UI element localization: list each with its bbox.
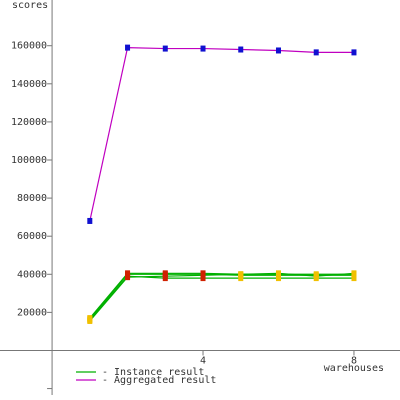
series-line — [89, 272, 355, 322]
point-marker — [275, 270, 281, 277]
y-tick-label: 20000 — [17, 307, 47, 318]
legend-label: - Aggregated result — [102, 375, 216, 386]
legend-label: - Instance result — [102, 367, 204, 378]
series-line — [89, 272, 354, 319]
series-line — [89, 275, 354, 321]
y-tick-label: 140000 — [11, 79, 47, 90]
point-marker — [162, 45, 168, 52]
y-tick-label: 100000 — [11, 155, 47, 166]
point-marker — [125, 44, 131, 51]
point-marker — [238, 46, 244, 53]
point-marker — [87, 217, 93, 224]
point-marker — [238, 275, 244, 282]
point-marker — [351, 275, 357, 282]
y-tick-label: 40000 — [17, 269, 47, 280]
point-marker — [351, 270, 357, 277]
point-marker — [125, 274, 131, 281]
point-marker — [87, 317, 93, 324]
point-marker — [313, 273, 319, 280]
point-marker — [351, 49, 357, 56]
y-axis-label: scores — [12, 0, 48, 11]
point-marker — [275, 47, 281, 54]
point-marker — [238, 271, 244, 278]
x-tick-label: 8 — [351, 355, 357, 366]
point-marker — [200, 272, 206, 279]
x-axis-label: warehouses — [324, 363, 384, 374]
point-marker — [275, 275, 281, 282]
y-tick-label: 60000 — [17, 231, 47, 242]
point-marker — [200, 45, 206, 52]
x-tick-label: 4 — [200, 355, 206, 366]
point-marker — [313, 49, 319, 56]
point-marker — [162, 273, 168, 280]
y-tick-label: 120000 — [11, 117, 47, 128]
y-tick-label: 160000 — [11, 41, 47, 52]
series-line — [89, 47, 354, 222]
y-tick-label: 80000 — [17, 193, 47, 204]
